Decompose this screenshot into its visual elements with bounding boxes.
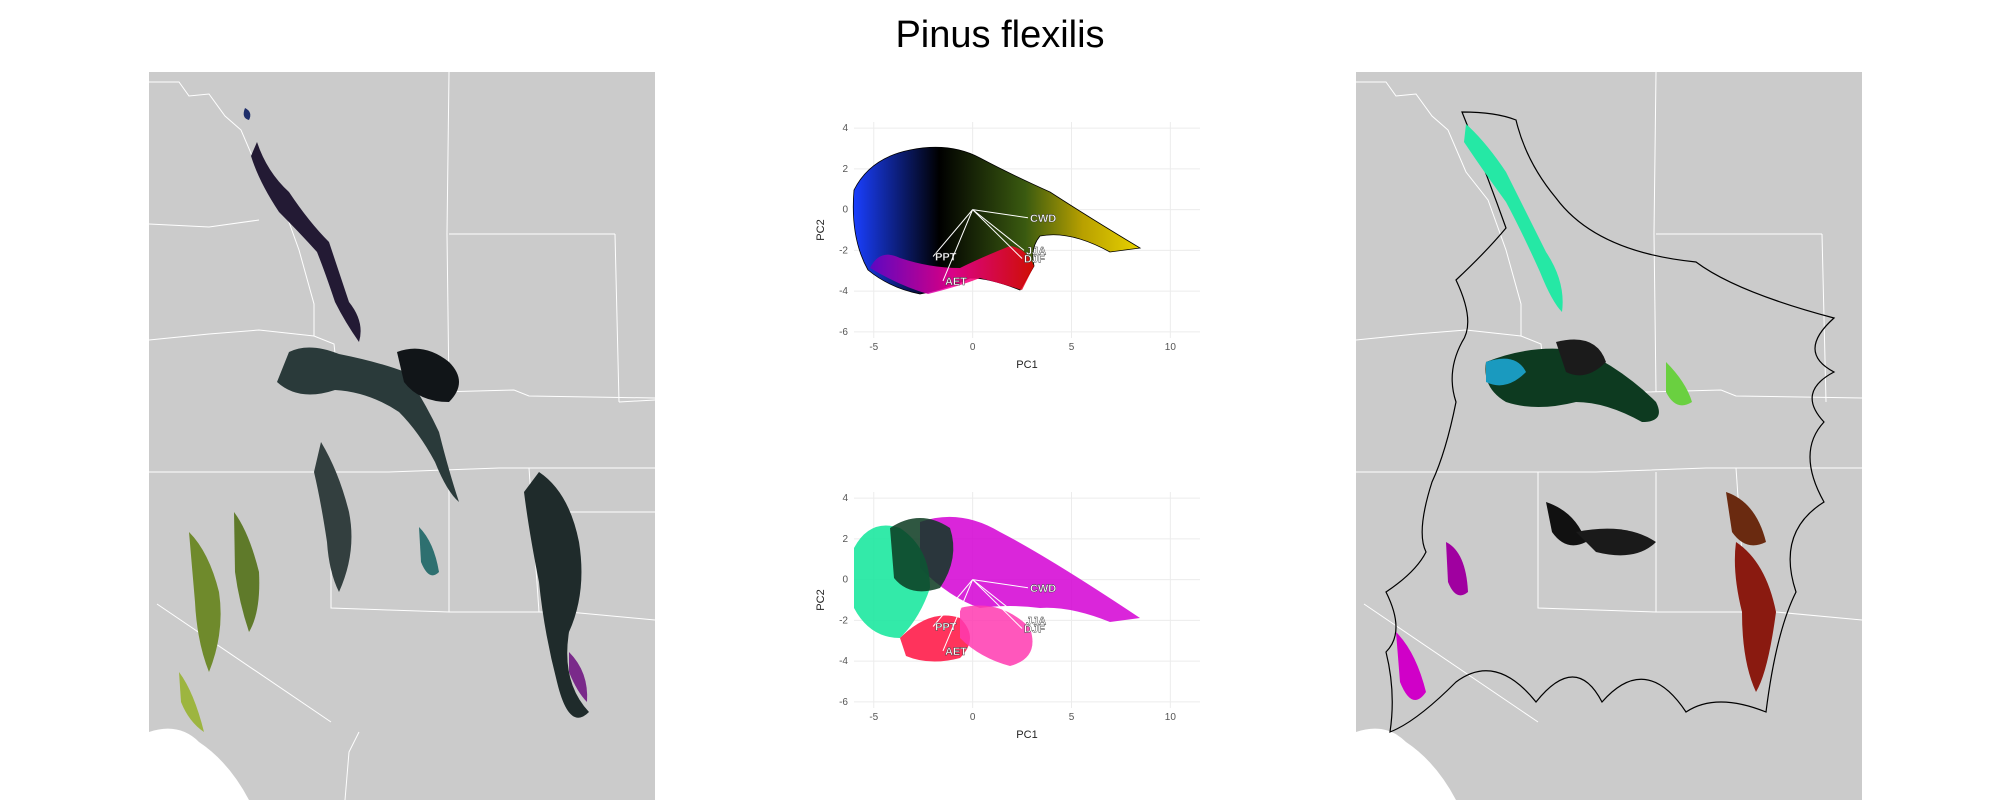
x-axis-label: PC1 <box>1016 729 1037 741</box>
range-patches <box>1396 124 1776 700</box>
right-map-svg <box>1356 72 1862 800</box>
y-tick-label: 4 <box>842 493 848 504</box>
loading-label-cwd: CWD <box>1030 583 1056 595</box>
loading-arrow <box>972 209 1029 219</box>
pca-top-cloud <box>852 146 1142 295</box>
y-tick-label: 0 <box>842 205 848 216</box>
loading-arrow <box>942 209 974 282</box>
x-tick-label: 0 <box>970 712 976 723</box>
chart-title: Pinus flexilis <box>895 14 1105 56</box>
loading-label-djf: DJF <box>1024 624 1045 636</box>
x-axis-label: PC1 <box>1016 359 1037 371</box>
loading-label-aet: AET <box>945 276 967 288</box>
y-tick-label: -4 <box>839 286 848 297</box>
y-tick-label: -6 <box>839 697 848 708</box>
loading-arrow <box>972 209 1025 251</box>
loading-label-cwd: CWD <box>1030 213 1056 225</box>
y-tick-label: -2 <box>839 615 848 626</box>
pca-bottom-cloud-dark <box>890 518 954 592</box>
loading-label-jja: JJA <box>1026 615 1046 627</box>
loading-arrow <box>972 579 1029 589</box>
loading-arrow <box>942 579 974 652</box>
loading-label-djf: DJF <box>1024 254 1045 266</box>
pca-top-cloud-low <box>870 246 1034 294</box>
x-tick-label: -5 <box>869 712 878 723</box>
pca-bottom-axes: -5 0 5 10 4 2 0 -2 -4 -6 PC1 PC2 <box>815 493 1176 741</box>
x-tick-label: 5 <box>1069 342 1075 353</box>
y-tick-label: 0 <box>842 575 848 586</box>
y-axis-label: PC2 <box>815 589 827 610</box>
right-range-map <box>1356 72 1862 800</box>
y-tick-label: -6 <box>839 327 848 338</box>
ocean <box>1356 728 1456 800</box>
alpha-hull-outline <box>1385 111 1836 733</box>
left-map-svg <box>149 72 655 800</box>
x-tick-label: 0 <box>970 342 976 353</box>
pca-plot-top: -5 0 5 10 4 2 0 -2 -4 -6 PC1 PC2 CWD JJA DJF PPT AET <box>810 118 1210 378</box>
pca-bottom-cloud-magenta <box>920 516 1140 622</box>
y-tick-label: 2 <box>842 534 848 545</box>
pca-bottom-cloud-pink <box>960 605 1033 666</box>
loading-label-ppt: PPT <box>935 251 957 263</box>
y-tick-label: 2 <box>842 164 848 175</box>
loading-arrow <box>972 579 1025 621</box>
x-tick-label: 10 <box>1165 342 1177 353</box>
x-tick-label: -5 <box>869 342 878 353</box>
range-patches <box>179 108 589 732</box>
loading-arrow <box>932 579 974 627</box>
loading-label-ppt: PPT <box>935 621 957 633</box>
y-axis-label: PC2 <box>815 219 827 240</box>
loading-label-aet: AET <box>945 646 967 658</box>
pca-top-axes: -5 0 5 10 4 2 0 -2 -4 -6 PC1 PC2 <box>815 123 1176 371</box>
ocean <box>149 728 249 800</box>
loading-arrow <box>972 209 1023 259</box>
y-tick-label: -2 <box>839 245 848 256</box>
loading-label-jja: JJA <box>1026 245 1046 257</box>
y-tick-label: 4 <box>842 123 848 134</box>
x-tick-label: 5 <box>1069 712 1075 723</box>
loading-arrow <box>932 209 974 257</box>
x-tick-label: 10 <box>1165 712 1177 723</box>
left-range-map <box>149 72 655 800</box>
y-tick-label: -4 <box>839 656 848 667</box>
loading-arrow <box>972 579 1023 629</box>
pca-plot-bottom: -5 0 5 10 4 2 0 -2 -4 -6 PC1 PC2 CWD JJA DJF PPT AET <box>810 488 1210 748</box>
